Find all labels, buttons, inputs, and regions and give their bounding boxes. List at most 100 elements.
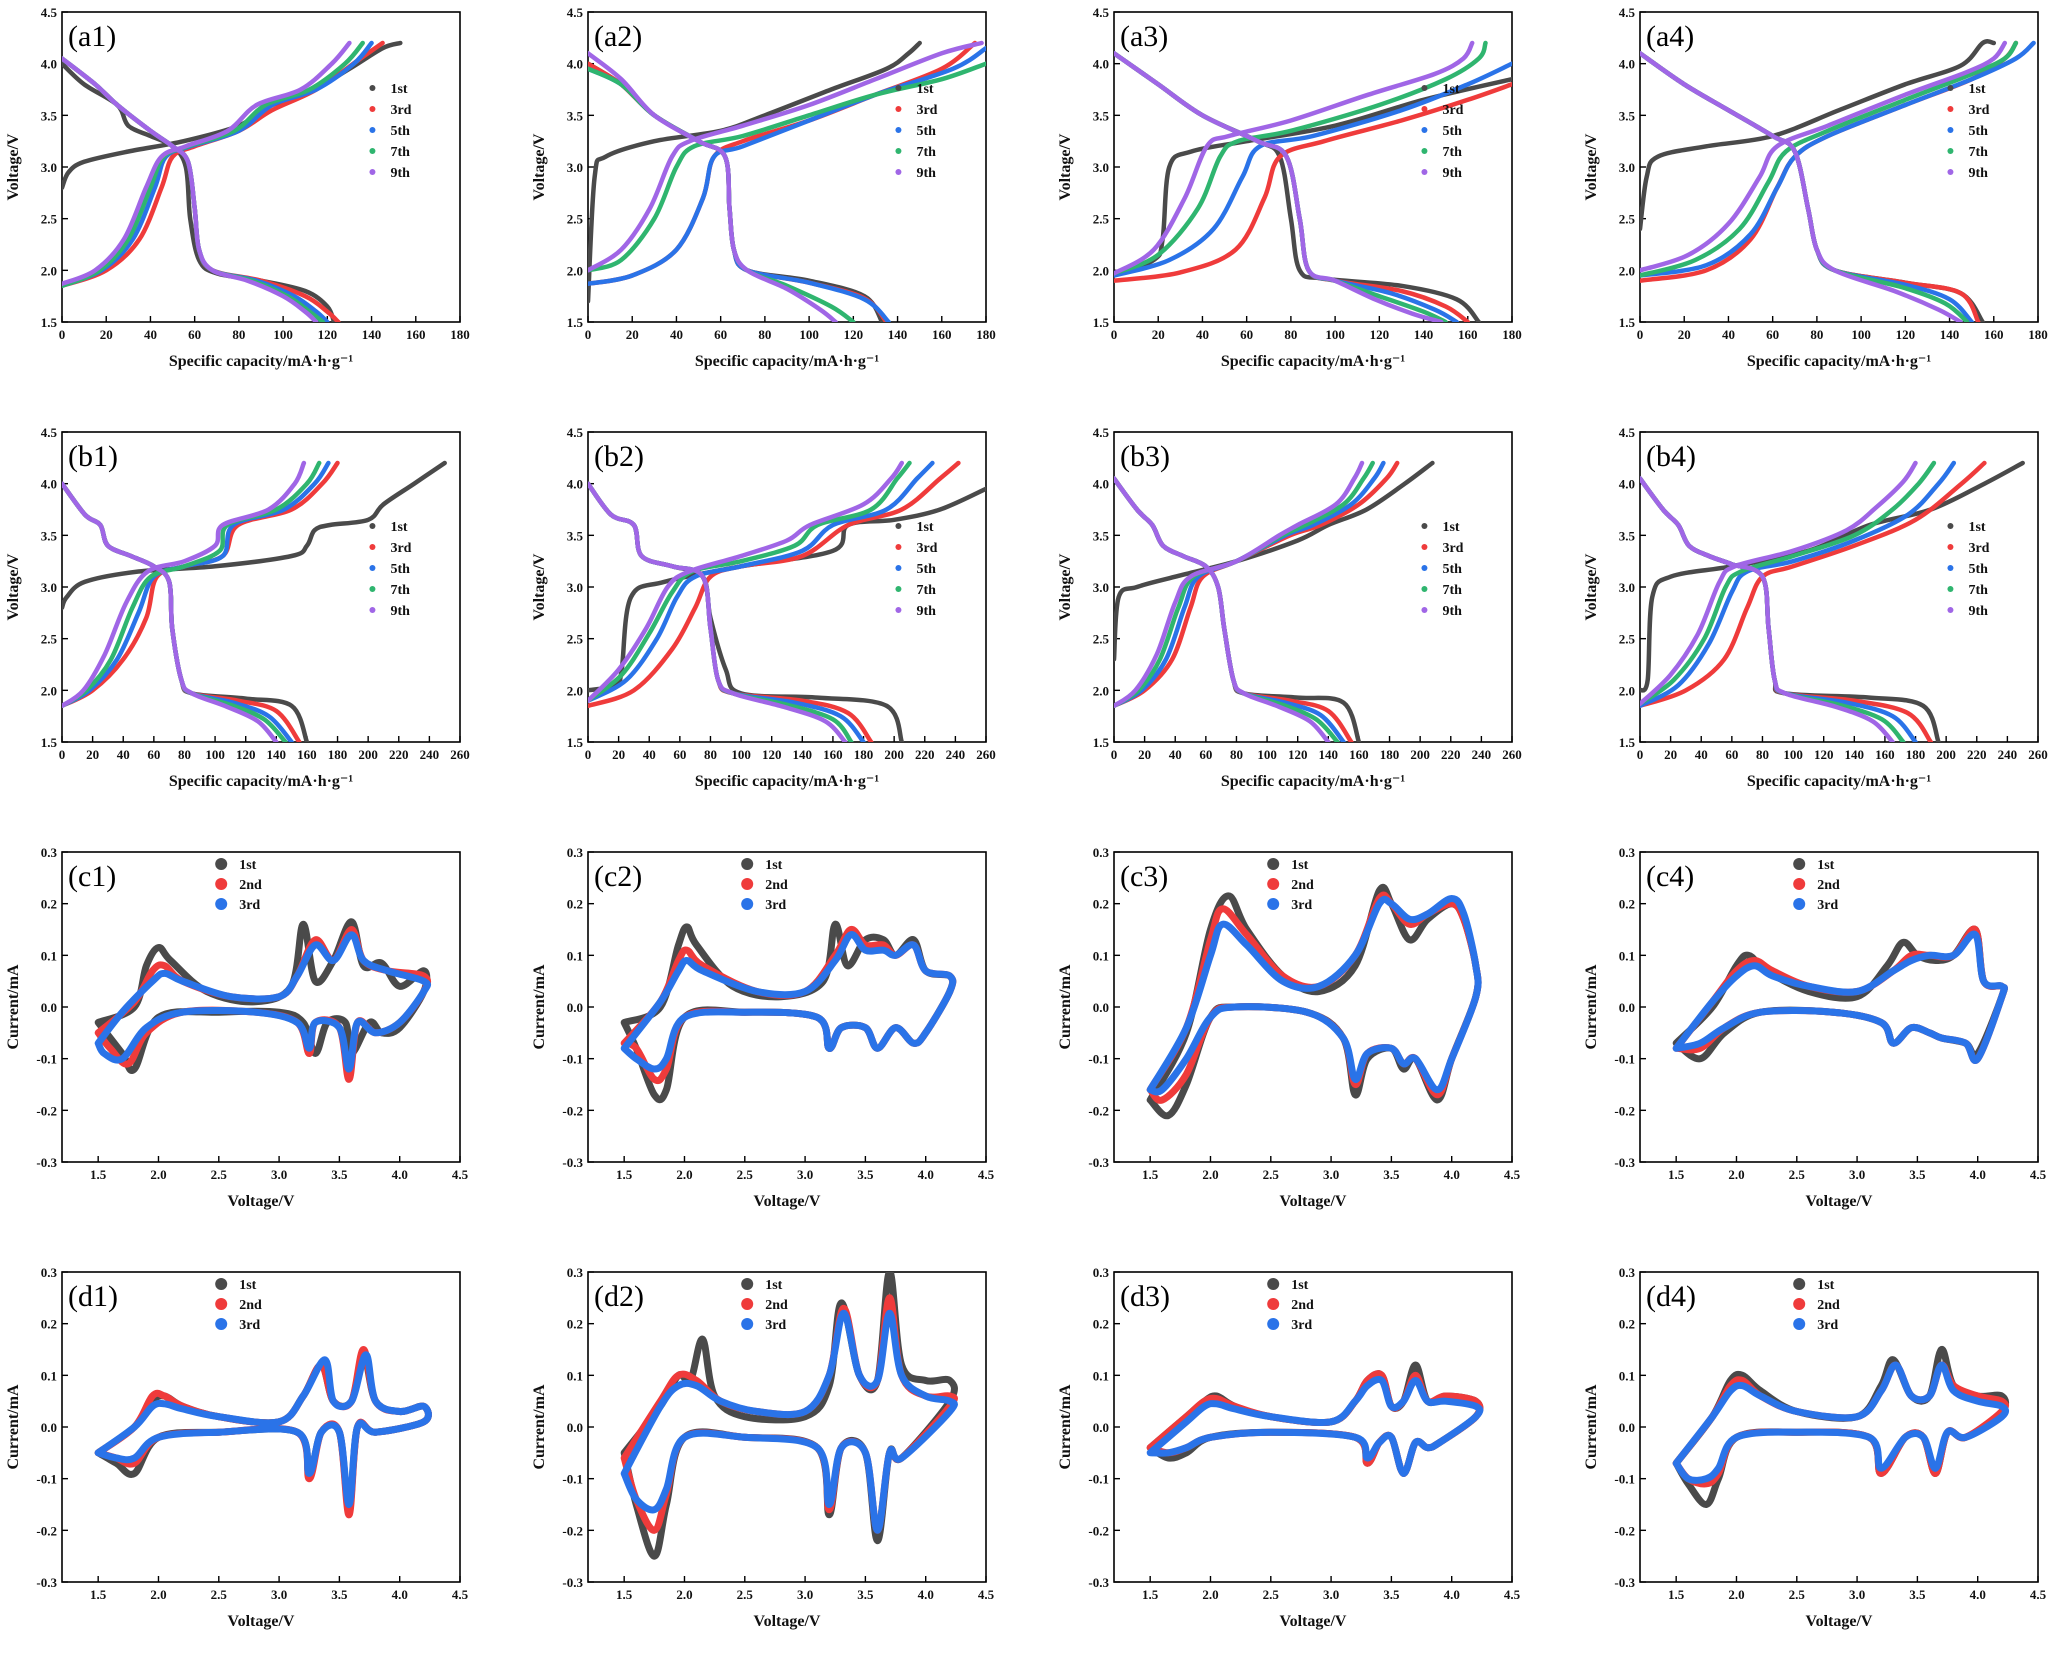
x-tick-label: 4.0: [392, 1587, 408, 1602]
y-tick-label: -0.1: [1088, 1052, 1109, 1067]
y-tick-label: 3.0: [41, 160, 57, 175]
y-tick-label: 1.5: [1619, 315, 1636, 330]
x-tick-label: 4.5: [978, 1587, 995, 1602]
x-tick-label: 3.5: [1909, 1587, 1926, 1602]
x-tick-label: 260: [450, 747, 470, 762]
x-tick-label: 1.5: [1142, 1587, 1159, 1602]
x-tick-label: 3.0: [271, 1167, 287, 1182]
x-tick-label: 120: [762, 747, 782, 762]
legend-label-1st: 1st: [239, 1278, 256, 1293]
y-tick-label: -0.1: [1614, 1052, 1635, 1067]
x-tick-label: 2.5: [1789, 1167, 1806, 1182]
x-tick-label: 3.0: [797, 1587, 813, 1602]
x-tick-label: 1.5: [1668, 1167, 1685, 1182]
y-tick-label: 3.0: [1093, 160, 1109, 175]
x-tick-label: 160: [1984, 327, 2004, 342]
panel-b3: 0 20 40 60 80 100 120 140 160 180 200 220 240 260 1.5 2…: [1057, 425, 1522, 790]
x-tick-label: 60: [714, 327, 727, 342]
charge-curve-3rd: [1114, 82, 1512, 283]
y-axis-label: Current/mA: [1583, 1384, 1600, 1469]
legend: 1st 3rd 5th 7th 9th: [369, 82, 412, 181]
legend-marker-3rd: [215, 898, 228, 910]
charge-curve-9th: [1640, 40, 2008, 273]
y-tick-label: 0.0: [1093, 1000, 1109, 1015]
y-tick-label: 3.5: [41, 108, 58, 123]
x-tick-label: 3.5: [1383, 1167, 1400, 1182]
charge-curve-3rd: [1640, 460, 1987, 709]
x-tick-label: 180: [2028, 327, 2048, 342]
x-tick-label: 140: [1940, 327, 1960, 342]
x-tick-label: 3.5: [1383, 1587, 1400, 1602]
legend-label-7th: 7th: [1968, 583, 1988, 598]
panel-b4: 0 20 40 60 80 100 120 140 160 180 200 220 240 260 1.5 2…: [1583, 425, 2048, 790]
charge-curve-7th: [62, 460, 322, 709]
legend-marker-3rd: [1267, 1318, 1280, 1330]
cv-curve-3rd: [1672, 1361, 2010, 1484]
legend-label-5th: 5th: [390, 124, 410, 139]
x-tick-label: 160: [1875, 747, 1895, 762]
x-tick-label: 0: [59, 747, 66, 762]
legend-marker-3rd: [895, 106, 902, 112]
legend-marker-7th: [895, 148, 902, 154]
legend-marker-2nd: [1793, 1298, 1806, 1310]
y-axis-label: Current/mA: [5, 1384, 22, 1469]
y-tick-label: 3.0: [1619, 160, 1635, 175]
panel-label: (a2): [594, 20, 642, 53]
y-tick-label: 2.0: [1619, 683, 1635, 698]
legend-label-3rd: 3rd: [765, 898, 786, 913]
y-axis-label: Current/mA: [531, 1384, 548, 1469]
x-tick-label: 60: [1766, 327, 1779, 342]
y-tick-label: -0.3: [562, 1155, 583, 1170]
x-tick-label: 80: [1230, 747, 1243, 762]
y-tick-label: 3.5: [567, 528, 584, 543]
y-tick-label: 1.5: [567, 315, 584, 330]
y-tick-label: 0.1: [1619, 948, 1635, 963]
x-axis-label: Specific capacity/mA·h·g⁻¹: [1747, 353, 1932, 370]
legend-marker-1st: [741, 1278, 754, 1290]
legend-marker-3rd: [369, 544, 376, 550]
x-tick-label: 40: [643, 747, 656, 762]
x-tick-label: 260: [1502, 747, 1522, 762]
x-tick-label: 40: [1695, 747, 1708, 762]
legend-label-9th: 9th: [1968, 166, 1988, 181]
y-tick-label: 0.3: [41, 845, 58, 860]
legend-label-5th: 5th: [1968, 562, 1988, 577]
y-tick-label: 0.2: [41, 897, 57, 912]
legend-marker-7th: [895, 586, 902, 592]
x-tick-label: 20: [86, 747, 99, 762]
x-tick-label: 100: [731, 747, 751, 762]
x-tick-label: 3.5: [1909, 1167, 1926, 1182]
legend-marker-5th: [369, 565, 376, 571]
legend-label-7th: 7th: [916, 583, 936, 598]
legend-marker-3rd: [741, 1318, 754, 1330]
x-tick-label: 4.5: [1504, 1587, 1521, 1602]
x-tick-label: 100: [1257, 747, 1277, 762]
y-tick-label: -0.2: [1088, 1103, 1109, 1118]
legend-marker-5th: [895, 127, 902, 133]
x-axis-label: Specific capacity/mA·h·g⁻¹: [169, 773, 354, 790]
panel-a1: 0 20 40 60 80 100 120 140 160 180 1.5 2.0 2.5 3.0 3.5 4…: [5, 5, 470, 370]
legend-label-7th: 7th: [1968, 145, 1988, 160]
charge-curve-1st: [1640, 39, 1997, 232]
x-axis-label: Voltage/V: [1806, 1613, 1873, 1630]
legend-label-2nd: 2nd: [1817, 1298, 1840, 1313]
panel-b1: 0 20 40 60 80 100 120 140 160 180 200 220 240 260 1.5 2…: [5, 425, 470, 790]
x-tick-label: 60: [188, 327, 201, 342]
x-tick-label: 60: [147, 747, 160, 762]
charge-curve-5th: [1640, 460, 1957, 709]
x-tick-label: 0: [1637, 327, 1644, 342]
legend-marker-1st: [1947, 523, 1954, 529]
x-tick-label: 1.5: [1668, 1587, 1685, 1602]
cv-curve-3rd: [94, 931, 432, 1073]
charge-curve-5th: [588, 45, 986, 287]
legend-marker-5th: [1947, 127, 1954, 133]
x-tick-label: 40: [144, 327, 157, 342]
legend: 1st 3rd 5th 7th 9th: [895, 82, 938, 181]
legend-marker-5th: [1947, 565, 1954, 571]
y-tick-label: 2.0: [41, 263, 57, 278]
y-tick-label: 0.2: [1619, 897, 1635, 912]
legend-marker-3rd: [369, 106, 376, 112]
y-tick-label: 0.3: [567, 845, 584, 860]
legend-marker-9th: [1947, 607, 1954, 613]
x-tick-label: 180: [976, 327, 996, 342]
